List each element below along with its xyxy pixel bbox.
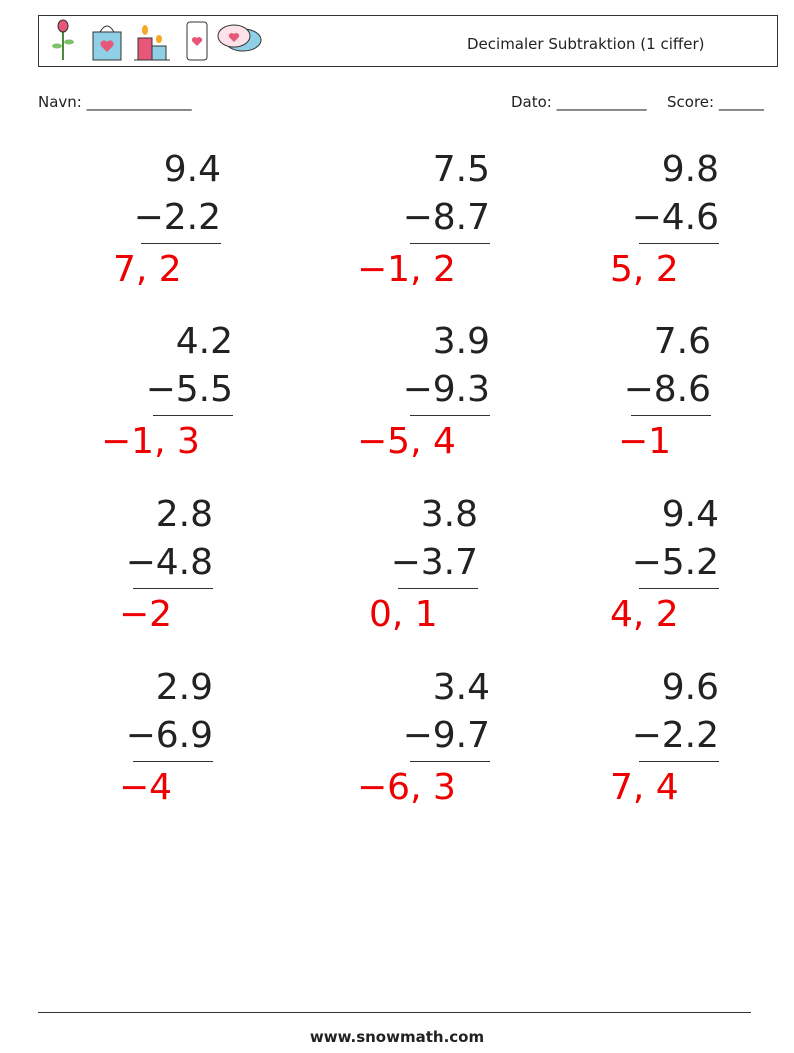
footer-url: www.snowmath.com: [309, 1028, 485, 1046]
header-box: [38, 15, 778, 67]
answer: 7, 4: [610, 767, 679, 808]
answer: 0, 1: [369, 594, 438, 635]
minuend: 4.2: [175, 321, 233, 362]
subtrahend: −2.2: [631, 715, 719, 756]
answer: 4, 2: [610, 594, 679, 635]
answer: −1: [618, 421, 672, 462]
answer-rule: [398, 588, 478, 589]
answer-rule: [141, 243, 221, 244]
answer-rule: [639, 243, 719, 244]
minuend: 9.4: [163, 149, 221, 190]
chat-icon: [217, 24, 262, 52]
minuend: 2.8: [155, 494, 213, 535]
minuend: 7.5: [432, 149, 490, 190]
score-field: Score: ______: [667, 93, 764, 111]
answer-rule: [639, 761, 719, 762]
answer-rule: [639, 588, 719, 589]
subtrahend: −6.9: [125, 715, 213, 756]
minuend: 3.4: [432, 667, 490, 708]
subtrahend: −8.7: [402, 197, 490, 238]
answer: −4: [119, 767, 173, 808]
candles-icon: [134, 25, 170, 61]
subtrahend: −2.2: [133, 197, 221, 238]
answer-rule: [631, 415, 711, 416]
minuend: 3.8: [420, 494, 478, 535]
answer-rule: [133, 588, 213, 589]
subtrahend: −3.7: [390, 542, 478, 583]
answer: −1, 3: [101, 421, 200, 462]
answer: −5, 4: [357, 421, 456, 462]
title: Decimaler Subtraktion (1 ciffer): [467, 35, 705, 53]
subtrahend: −9.7: [402, 715, 490, 756]
answer: −1, 2: [357, 249, 456, 290]
subtrahend: −5.2: [631, 542, 719, 583]
minuend: 7.6: [653, 321, 711, 362]
date-field: Dato: ____________: [511, 93, 647, 111]
answer-rule: [153, 415, 233, 416]
minuend: 9.6: [661, 667, 719, 708]
subtrahend: −5.5: [145, 369, 233, 410]
minuend: 9.4: [661, 494, 719, 535]
answer: 7, 2: [113, 249, 182, 290]
answer-rule: [410, 243, 490, 244]
answer: −2: [119, 594, 173, 635]
bag-icon: [92, 25, 122, 61]
answer: −6, 3: [357, 767, 456, 808]
subtrahend: −8.6: [623, 369, 711, 410]
minuend: 2.9: [155, 667, 213, 708]
answer-rule: [133, 761, 213, 762]
rose-icon: [52, 19, 74, 60]
phone-icon: [186, 21, 208, 61]
footer-rule: [38, 1012, 751, 1013]
name-field: Navn: ______________: [38, 93, 192, 111]
header-icons: [52, 19, 262, 61]
minuend: 9.8: [661, 149, 719, 190]
subtrahend: −4.8: [125, 542, 213, 583]
answer-rule: [410, 761, 490, 762]
answer-rule: [410, 415, 490, 416]
subtrahend: −4.6: [631, 197, 719, 238]
minuend: 3.9: [432, 321, 490, 362]
subtrahend: −9.3: [402, 369, 490, 410]
answer: 5, 2: [610, 249, 679, 290]
